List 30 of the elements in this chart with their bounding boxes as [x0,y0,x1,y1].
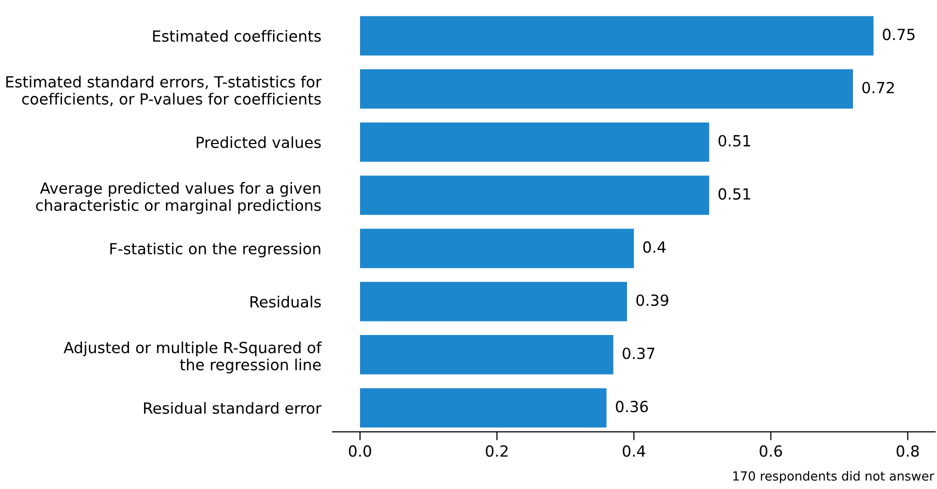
y-tick-label: Average predicted values for a given characteristic or marginal predictions [36,182,321,214]
y-tick-label: Residual standard error [144,402,322,414]
data-label: 0.36 [616,400,648,412]
x-tick-label: 0.4 [622,445,646,457]
y-tick-label: Predicted values [196,136,321,148]
data-label: 0.51 [718,188,750,200]
bar [360,388,606,428]
x-tick-label: 0.8 [896,445,919,457]
bar [360,176,710,215]
y-tick-label: F-statistic on the regression [110,242,320,258]
y-tick-label: Residuals [250,296,321,308]
bar [360,122,710,162]
bar [360,228,634,268]
data-label: 0.37 [622,348,654,360]
bar [360,16,874,56]
data-label: 0.39 [636,294,668,306]
data-label: 0.51 [718,134,750,147]
bar [360,335,614,374]
data-label: 0.72 [862,82,894,94]
x-tick-label: 0.2 [486,445,508,457]
y-tick-label: Estimated standard errors, T-statistics for coefficients, or P-values for coefficients [6,76,322,106]
bar [360,69,853,109]
text: 170 respondents did not answer [733,471,934,484]
y-tick-label: Estimated coefficients [153,30,321,42]
y-tick-label: Adjusted or multiple R-Squared of the regression line [64,342,322,374]
x-tick-label: 0.0 [348,445,372,457]
x-tick-label: 0.6 [760,445,782,457]
data-label: 0.75 [882,28,915,40]
data-label: 0.4 [643,241,666,253]
bar [360,282,628,322]
